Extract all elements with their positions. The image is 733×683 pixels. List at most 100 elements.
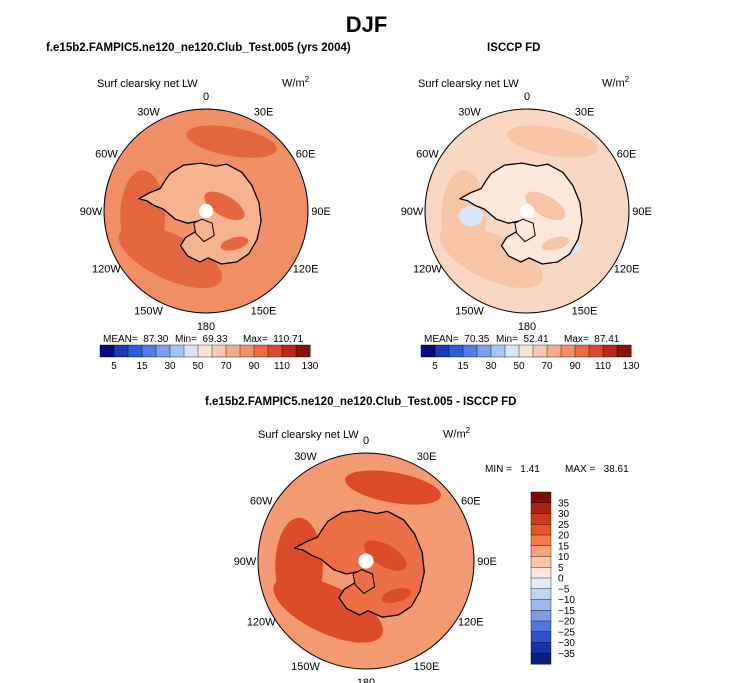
- diff-panel-title: f.e15b2.FAMPIC5.ne120_ne120.Club_Test.00…: [205, 396, 517, 408]
- diff-map-frame: [257, 452, 475, 670]
- model-polar-map: 0 30E 60E 90E 120E 150E 180 150W 120W 90W 60W 30W: [80, 91, 331, 333]
- diff-colorbar-tick: −5: [558, 584, 570, 595]
- diff-interior-streak-1: [364, 540, 407, 571]
- model-warm-band-north: [186, 125, 277, 158]
- diff-lon-label-90e: 90E: [477, 556, 497, 568]
- diff-colorbar-swatch: [530, 631, 552, 644]
- obs-polar-map: 0 30E 60E 90E 120E 150E 180 150W 120W 90W 60W 30W: [401, 91, 652, 333]
- obs-variable-label: Surf clearsky net LW: [418, 78, 519, 90]
- model-map-frame: [103, 108, 309, 314]
- obs-colorbar-swatch: [462, 344, 478, 358]
- model-panel-title: f.e15b2.FAMPIC5.ne120_ne120.Club_Test.00…: [46, 42, 351, 54]
- diff-colorbar-swatch: [530, 567, 552, 579]
- model-lon-label-120w: 120W: [92, 264, 121, 276]
- model-colorbar-tick-90: 90: [248, 361, 260, 372]
- model-ross-ice-shelf: [193, 218, 215, 243]
- diff-warm-band-west: [275, 517, 323, 616]
- diff-lon-label-30e: 30E: [417, 451, 437, 463]
- obs-lon-label-180: 180: [518, 321, 536, 333]
- obs-max-stat: Max= 87.41: [564, 334, 620, 345]
- model-colorbar-tick-5: 5: [111, 361, 117, 372]
- model-colorbar-swatch: [99, 344, 115, 358]
- model-lon-label-90e: 90E: [311, 206, 331, 218]
- diff-pole-missing-data: [358, 553, 374, 569]
- diff-lon-label-30w: 30W: [294, 451, 317, 463]
- diff-colorbar-swatch: [530, 513, 552, 525]
- model-lon-label-0: 0: [203, 91, 209, 103]
- model-colorbar: 5 15 30 50 70 90 110 130: [99, 344, 319, 372]
- model-lon-label-30e: 30E: [254, 106, 274, 118]
- model-colorbar-swatch: [253, 344, 269, 358]
- diff-warm-band-north: [345, 470, 441, 505]
- obs-colorbar-swatch: [574, 344, 590, 358]
- model-colorbar-swatch: [281, 344, 297, 358]
- obs-lon-label-60w: 60W: [416, 149, 439, 161]
- diff-colorbar-tick: 30: [558, 509, 570, 520]
- obs-map-frame: [424, 108, 630, 314]
- obs-lon-label-30e: 30E: [575, 106, 595, 118]
- obs-colorbar-swatch: [546, 344, 562, 358]
- figure-title: DJF: [345, 12, 388, 37]
- obs-interior-streak-2: [541, 236, 570, 251]
- obs-lon-label-60e: 60E: [617, 149, 637, 161]
- model-units-label: W/m2: [282, 75, 310, 90]
- obs-cool-patch-1: [458, 205, 484, 227]
- obs-colorbar-swatch: [560, 344, 576, 358]
- diff-lon-label-120w: 120W: [247, 617, 276, 629]
- obs-colorbar-tick-15: 15: [457, 361, 469, 372]
- model-colorbar-swatch: [155, 344, 171, 358]
- obs-colorbar-tick-90: 90: [569, 361, 581, 372]
- diff-units-label: W/m2: [443, 426, 471, 441]
- obs-colorbar-swatch: [616, 344, 632, 358]
- model-colorbar-tick-50: 50: [192, 361, 204, 372]
- diff-max-stat: MAX = 38.61: [565, 464, 629, 475]
- obs-colorbar: 5 15 30 50 70 90 110 130: [420, 344, 640, 372]
- model-colorbar-swatch: [169, 344, 185, 358]
- obs-lon-label-150e: 150E: [572, 306, 598, 318]
- obs-lon-label-30w: 30W: [458, 106, 481, 118]
- obs-colorbar-tick-110: 110: [595, 361, 611, 372]
- diff-lon-label-150w: 150W: [291, 661, 320, 673]
- obs-colorbar-swatch: [504, 344, 520, 358]
- model-colorbar-tick-70: 70: [220, 361, 232, 372]
- model-colorbar-swatch: [239, 344, 255, 358]
- diff-lon-label-120e: 120E: [458, 617, 484, 629]
- diff-lon-label-0: 0: [363, 435, 369, 447]
- model-colorbar-swatch: [295, 344, 311, 358]
- diff-colorbar-swatch: [530, 588, 552, 601]
- diff-colorbar-swatch: [530, 491, 552, 504]
- model-colorbar-tick-30: 30: [164, 361, 176, 372]
- diff-colorbar-tick: 20: [558, 531, 570, 542]
- obs-colorbar-tick-5: 5: [432, 361, 438, 372]
- diff-ross-ice-shelf: [352, 569, 376, 595]
- obs-colorbar-swatch: [602, 344, 618, 358]
- diff-colorbar-tick: 25: [558, 520, 570, 531]
- obs-lon-label-120e: 120E: [614, 264, 640, 276]
- diff-colorbar-swatch: [530, 653, 552, 665]
- model-mean-stat: MEAN= 87.30: [103, 334, 169, 345]
- diff-colorbar-swatch: [530, 577, 552, 590]
- obs-colorbar-swatch: [518, 344, 534, 358]
- diff-interior-streak-2: [381, 588, 411, 603]
- obs-colorbar-tick-130: 130: [623, 361, 640, 372]
- obs-colorbar-tick-70: 70: [541, 361, 553, 372]
- diff-min-stat: MIN = 1.41: [485, 464, 540, 475]
- diff-colorbar-swatch: [530, 534, 552, 547]
- model-max-stat: Max= 110.71: [243, 334, 304, 345]
- model-lon-label-150e: 150E: [251, 306, 277, 318]
- model-interior-streak-1: [204, 191, 245, 221]
- diff-colorbar-tick: −15: [558, 606, 575, 617]
- diff-colorbar-swatch: [530, 545, 552, 558]
- diff-colorbar-swatch: [530, 599, 552, 611]
- model-pole-missing-data: [198, 203, 214, 219]
- obs-interior-streak-1: [525, 191, 566, 221]
- diff-colorbar-swatch: [530, 502, 552, 515]
- model-interior-streak-2: [220, 236, 249, 251]
- model-colorbar-tick-15: 15: [136, 361, 148, 372]
- model-variable-label: Surf clearsky net LW: [97, 78, 198, 90]
- diff-lon-label-150e: 150E: [414, 661, 440, 673]
- model-colorbar-swatch: [183, 344, 199, 358]
- obs-panel-title: ISCCP FD: [487, 42, 541, 54]
- model-colorbar-swatch: [267, 344, 283, 358]
